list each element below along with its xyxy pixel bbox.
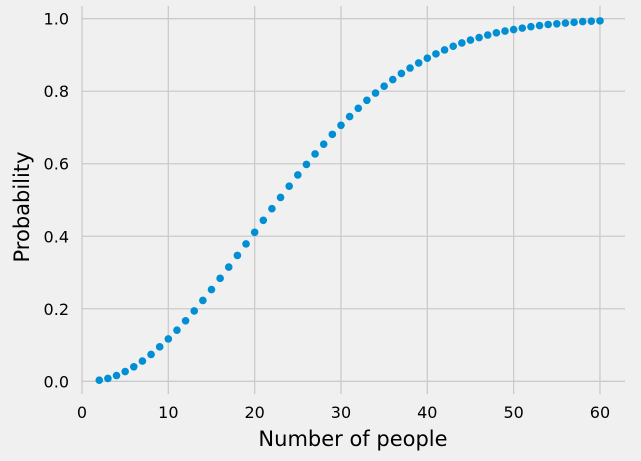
x-tick-label: 40 bbox=[417, 403, 437, 422]
data-point bbox=[509, 25, 518, 34]
data-point bbox=[328, 130, 337, 139]
y-axis-title: Probability bbox=[10, 151, 34, 262]
data-point bbox=[432, 50, 440, 58]
data-point bbox=[414, 59, 423, 67]
y-tick-label: 0.0 bbox=[44, 372, 69, 391]
x-tick-label: 60 bbox=[590, 403, 610, 422]
data-point bbox=[233, 251, 242, 260]
data-point bbox=[518, 24, 527, 32]
data-point bbox=[250, 228, 259, 237]
data-point bbox=[501, 27, 509, 35]
data-point bbox=[380, 82, 388, 90]
data-point bbox=[371, 89, 380, 97]
data-point bbox=[363, 96, 371, 105]
data-point bbox=[164, 335, 173, 343]
x-tick-label: 20 bbox=[244, 403, 264, 422]
data-point bbox=[259, 216, 268, 225]
x-axis-title: Number of people bbox=[258, 427, 447, 451]
data-point bbox=[544, 20, 552, 29]
y-tick-label: 0.8 bbox=[44, 82, 69, 101]
data-point bbox=[458, 39, 466, 47]
data-point bbox=[535, 21, 544, 30]
data-point bbox=[285, 182, 293, 191]
data-point bbox=[104, 374, 112, 383]
data-point bbox=[112, 371, 121, 380]
data-point bbox=[483, 31, 492, 39]
x-tick-label: 10 bbox=[158, 403, 178, 422]
data-point bbox=[423, 54, 432, 63]
data-point bbox=[121, 367, 129, 376]
data-point bbox=[466, 36, 475, 44]
data-point bbox=[276, 193, 285, 202]
scatter-series bbox=[95, 17, 604, 385]
data-point bbox=[553, 19, 561, 28]
data-point bbox=[95, 376, 104, 385]
data-point bbox=[147, 350, 155, 359]
data-point bbox=[319, 140, 328, 148]
data-point bbox=[345, 112, 354, 121]
data-point bbox=[155, 343, 164, 351]
data-point bbox=[242, 240, 250, 248]
y-tick-label: 0.4 bbox=[44, 227, 69, 246]
data-point bbox=[570, 18, 578, 27]
data-point bbox=[388, 75, 397, 84]
data-point bbox=[216, 274, 224, 283]
x-tick-label: 30 bbox=[331, 403, 351, 422]
data-point bbox=[397, 69, 406, 78]
y-tick-label: 1.0 bbox=[44, 10, 69, 29]
data-point bbox=[561, 19, 570, 27]
data-point bbox=[354, 104, 363, 113]
data-point bbox=[475, 33, 483, 42]
y-tick-label: 0.6 bbox=[44, 155, 69, 174]
data-point bbox=[207, 285, 216, 294]
data-point bbox=[337, 121, 345, 130]
data-point bbox=[449, 42, 458, 51]
data-point bbox=[578, 17, 587, 26]
data-point bbox=[138, 357, 147, 365]
x-tick-label: 0 bbox=[77, 403, 87, 422]
data-point bbox=[587, 17, 596, 26]
data-point bbox=[181, 316, 190, 325]
data-point bbox=[190, 307, 199, 315]
data-point bbox=[199, 296, 207, 305]
data-point bbox=[440, 46, 449, 54]
data-point bbox=[311, 150, 319, 158]
data-point bbox=[492, 29, 501, 37]
y-tick-label: 0.2 bbox=[44, 300, 69, 319]
x-axis: 0 10 20 30 40 50 60 bbox=[77, 403, 610, 422]
x-tick-label: 50 bbox=[503, 403, 523, 422]
data-point bbox=[129, 363, 138, 371]
data-point bbox=[302, 160, 311, 169]
data-point bbox=[596, 17, 604, 25]
grid-lines bbox=[81, 6, 625, 394]
y-axis: 0.0 0.2 0.4 0.6 0.8 1.0 bbox=[44, 10, 69, 392]
data-point bbox=[268, 204, 276, 213]
data-point bbox=[224, 263, 233, 271]
data-point bbox=[527, 22, 535, 31]
data-point bbox=[294, 171, 302, 179]
data-point bbox=[406, 64, 414, 72]
data-point bbox=[173, 326, 181, 334]
